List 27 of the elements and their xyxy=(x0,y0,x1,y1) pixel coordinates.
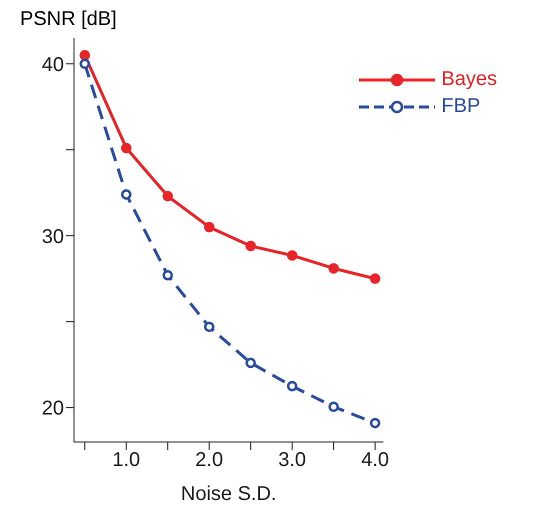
point xyxy=(162,190,173,202)
x-tick-label: 2.0 xyxy=(195,449,224,472)
point xyxy=(204,222,214,232)
legend-label: FBP xyxy=(441,95,480,118)
x-tick-label: 3.0 xyxy=(278,449,306,472)
point xyxy=(286,250,298,261)
point xyxy=(162,270,173,280)
point xyxy=(328,263,339,274)
point xyxy=(80,50,90,60)
x-tick-label: 4.0 xyxy=(361,449,390,472)
point xyxy=(286,380,298,392)
point xyxy=(328,402,339,412)
point xyxy=(245,240,256,252)
y-tick-label: 40 xyxy=(42,54,64,76)
y-axis-title: PSNR [dB] xyxy=(20,8,117,31)
point xyxy=(204,322,214,332)
point xyxy=(80,58,90,70)
point xyxy=(370,418,380,428)
x-axis-title: Noise S.D. xyxy=(180,483,276,506)
x-tick-label: 1.0 xyxy=(112,449,140,472)
point xyxy=(370,273,380,284)
point xyxy=(121,142,132,154)
point xyxy=(121,189,132,200)
point xyxy=(245,358,256,368)
legend-label: Bayes xyxy=(441,68,497,91)
y-tick-label: 20 xyxy=(42,398,64,420)
y-tick-label: 30 xyxy=(42,226,64,248)
